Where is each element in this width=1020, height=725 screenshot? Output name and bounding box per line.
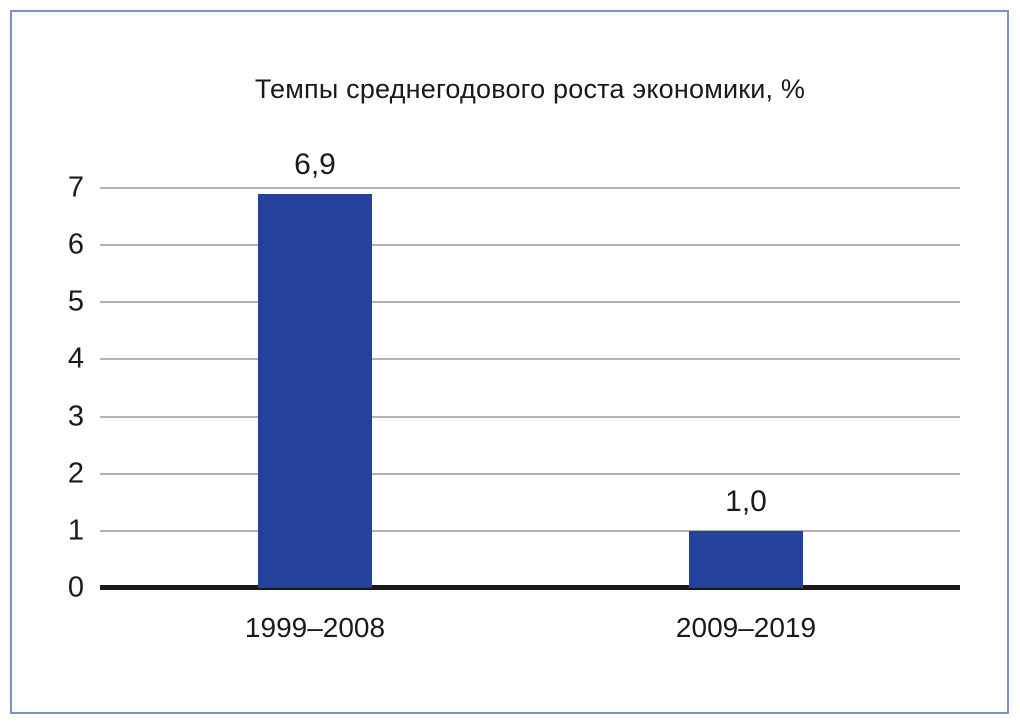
gridline [100, 529, 960, 532]
chart-title: Темпы среднегодового роста экономики, % [254, 74, 806, 104]
y-tick-label: 7 [67, 171, 84, 204]
y-tick-label: 0 [67, 571, 84, 604]
x-axis-label: 2009–2019 [675, 612, 817, 643]
bar [258, 193, 372, 588]
gridline [100, 301, 960, 304]
y-tick-label: 2 [67, 457, 84, 490]
plot-area: 0 1 2 3 4 5 6 7 6,9 1999–2008 1,0 2009–2019 [68, 149, 960, 642]
gridline [100, 472, 960, 475]
gridline [100, 244, 960, 247]
y-tick-label: 6 [67, 228, 84, 261]
gridline [100, 358, 960, 361]
y-tick-label: 3 [67, 400, 84, 433]
bar-value-label: 1,0 [725, 484, 767, 518]
x-axis-baseline [100, 585, 960, 590]
x-axis-label: 1999–2008 [244, 612, 386, 643]
y-tick-label: 1 [67, 514, 84, 547]
bar-value-label: 6,9 [294, 147, 336, 181]
gridline [100, 187, 960, 189]
y-tick-label: 5 [67, 285, 84, 318]
bar [689, 530, 803, 588]
gridline [100, 415, 960, 418]
y-tick-label: 4 [67, 342, 84, 375]
